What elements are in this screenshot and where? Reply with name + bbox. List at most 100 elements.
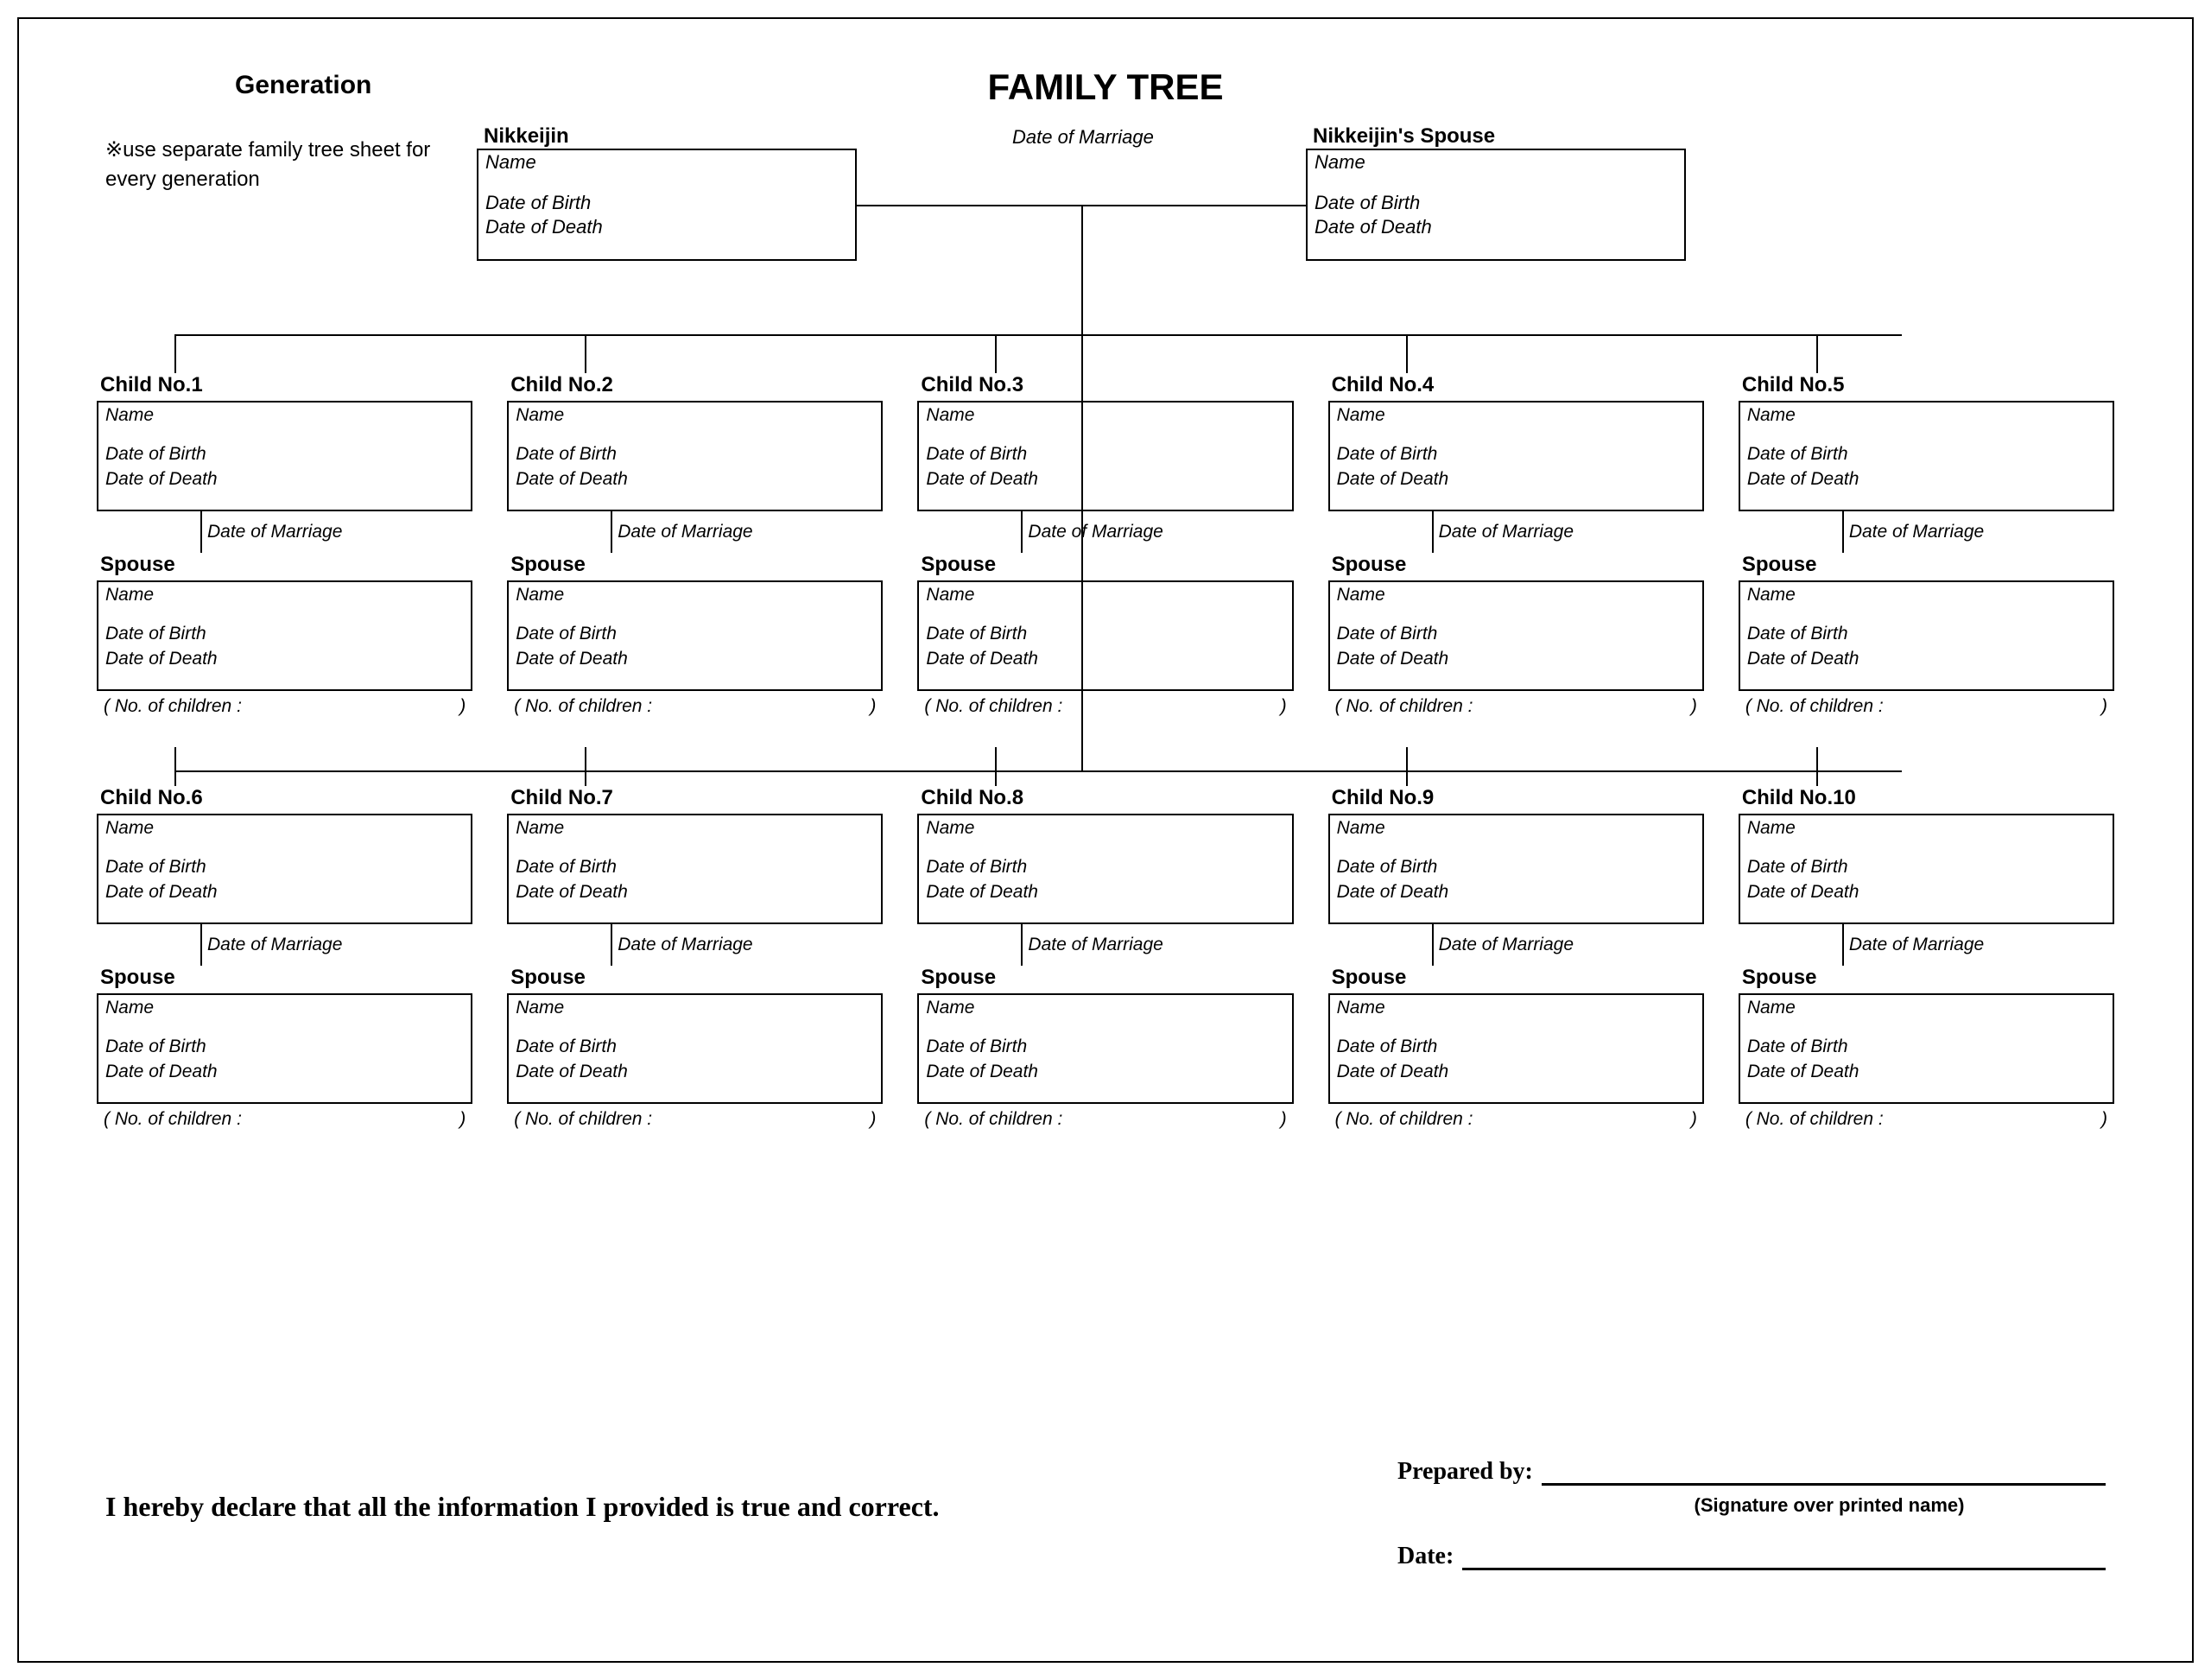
declaration-text: I hereby declare that all the informatio… bbox=[105, 1491, 940, 1523]
dod-field: Date of Death bbox=[1740, 466, 2113, 491]
name-field: Name bbox=[509, 995, 881, 1020]
dob-field: Date of Birth bbox=[509, 621, 881, 646]
no-of-children: ( No. of children :) bbox=[507, 1109, 883, 1130]
dob-field: Date of Birth bbox=[919, 1034, 1291, 1059]
marriage-connector bbox=[1842, 924, 1844, 966]
dob-field: Date of Birth bbox=[1330, 621, 1702, 646]
marriage-connector-row: Date of Marriage bbox=[1739, 924, 2114, 966]
child-title: Child No.5 bbox=[1742, 373, 2114, 397]
spouse-title: Spouse bbox=[100, 553, 472, 577]
spouse-title: Spouse bbox=[510, 553, 883, 577]
dod-field: Date of Death bbox=[478, 215, 855, 240]
page-title: FAMILY TREE bbox=[987, 67, 1223, 108]
bus-line-row2 bbox=[174, 770, 1902, 772]
no-of-children: ( No. of children :) bbox=[1739, 1109, 2114, 1130]
name-field: Name bbox=[1330, 403, 1702, 428]
no-of-children: ( No. of children :) bbox=[917, 1109, 1293, 1130]
spouse-box: Name Date of BirthDate of Death bbox=[507, 580, 883, 691]
dod-field: Date of Death bbox=[1330, 466, 1702, 491]
name-field: Name bbox=[1308, 150, 1684, 175]
child-drop-connector bbox=[1406, 334, 1408, 373]
parents-row: Nikkeijin Name Date of Birth Date of Dea… bbox=[477, 123, 2114, 269]
child-unit: Child No.1 NameDate of BirthDate of Death… bbox=[97, 373, 472, 717]
dob-field: Date of Birth bbox=[98, 621, 471, 646]
name-field: Name bbox=[509, 582, 881, 607]
marriage-connector bbox=[1432, 511, 1434, 553]
child-unit: Child No.3NameDate of BirthDate of Death… bbox=[917, 373, 1293, 717]
marriage-label: Date of Marriage bbox=[207, 522, 342, 542]
marriage-label: Date of Marriage bbox=[1028, 522, 1163, 542]
marriage-label: Date of Marriage bbox=[1028, 935, 1163, 955]
dob-field: Date of Birth bbox=[919, 854, 1291, 879]
dob-field: Date of Birth bbox=[478, 191, 855, 216]
parent2-title: Nikkeijin's Spouse bbox=[1313, 124, 1495, 149]
child-drop-connector bbox=[174, 334, 176, 373]
marriage-connector bbox=[1021, 924, 1023, 966]
marriage-connector bbox=[200, 924, 202, 966]
child-title: Child No.4 bbox=[1332, 373, 1704, 397]
child-unit: Child No.10NameDate of BirthDate of Deat… bbox=[1739, 786, 2114, 1130]
dob-field: Date of Birth bbox=[509, 854, 881, 879]
name-field: Name bbox=[98, 995, 471, 1020]
parent-connector-v bbox=[1081, 205, 1083, 334]
family-tree-form: FAMILY TREE Generation ※use separate fam… bbox=[17, 17, 2194, 1663]
child-box: NameDate of BirthDate of Death bbox=[917, 814, 1293, 924]
child-box: NameDate of BirthDate of Death bbox=[1739, 814, 2114, 924]
dod-field: Date of Death bbox=[1330, 646, 1702, 671]
spouse-title: Spouse bbox=[1332, 553, 1704, 577]
name-field: Name bbox=[919, 995, 1291, 1020]
child-drop-connector bbox=[585, 747, 586, 786]
child-box: NameDate of BirthDate of Death bbox=[97, 401, 472, 511]
signature-line[interactable] bbox=[1542, 1461, 2106, 1486]
dod-field: Date of Death bbox=[509, 646, 881, 671]
marriage-connector-row: Date of Marriage bbox=[1328, 924, 1704, 966]
spouse-box: NameDate of BirthDate of Death bbox=[1328, 580, 1704, 691]
no-of-children: ( No. of children :) bbox=[507, 696, 883, 717]
dod-field: Date of Death bbox=[1330, 1059, 1702, 1084]
dod-field: Date of Death bbox=[98, 879, 471, 904]
dod-field: Date of Death bbox=[509, 466, 881, 491]
dod-field: Date of Death bbox=[919, 879, 1291, 904]
marriage-connector bbox=[611, 924, 612, 966]
spouse-box: Name Date of BirthDate of Death bbox=[917, 993, 1293, 1104]
marriage-connector-row: Date of Marriage bbox=[97, 924, 472, 966]
dod-field: Date of Death bbox=[509, 1059, 881, 1084]
child-title: Child No.1 bbox=[100, 373, 472, 397]
spouse-box: NameDate of BirthDate of Death bbox=[97, 580, 472, 691]
spouse-title: Spouse bbox=[921, 966, 1293, 990]
dob-field: Date of Birth bbox=[509, 441, 881, 466]
name-field: Name bbox=[478, 150, 855, 175]
child-unit: Child No.7NameDate of BirthDate of Death… bbox=[507, 786, 883, 1130]
parents-marriage-label: Date of Marriage bbox=[1012, 126, 1154, 149]
dod-field: Date of Death bbox=[1330, 879, 1702, 904]
child-drop-connector bbox=[174, 747, 176, 786]
dod-field: Date of Death bbox=[1740, 646, 2113, 671]
marriage-label: Date of Marriage bbox=[618, 522, 752, 542]
date-label: Date: bbox=[1397, 1543, 1462, 1570]
child-unit: Child No.8NameDate of BirthDate of Death… bbox=[917, 786, 1293, 1130]
dod-field: Date of Death bbox=[1308, 215, 1684, 240]
name-field: Name bbox=[919, 403, 1291, 428]
date-line[interactable] bbox=[1462, 1546, 2106, 1570]
child-drop-connector bbox=[1816, 747, 1818, 786]
name-field: Name bbox=[1740, 995, 2113, 1020]
name-field: Name bbox=[1740, 582, 2113, 607]
marriage-label: Date of Marriage bbox=[1849, 935, 1984, 955]
spouse-box: NameDate of BirthDate of Death bbox=[1739, 993, 2114, 1104]
child-box: NameDate of BirthDate of Death bbox=[97, 814, 472, 924]
no-of-children: ( No. of children :) bbox=[1328, 1109, 1704, 1130]
dod-field: Date of Death bbox=[919, 1059, 1291, 1084]
no-of-children: ( No. of children :) bbox=[97, 1109, 472, 1130]
name-field: Name bbox=[1740, 815, 2113, 840]
child-unit: Child No.5NameDate of BirthDate of Death… bbox=[1739, 373, 2114, 717]
dod-field: Date of Death bbox=[919, 466, 1291, 491]
child-unit: Child No.4NameDate of BirthDate of Death… bbox=[1328, 373, 1704, 717]
spouse-box: NameDate of BirthDate of Death bbox=[917, 580, 1293, 691]
name-field: Name bbox=[509, 403, 881, 428]
dod-field: Date of Death bbox=[98, 646, 471, 671]
marriage-connector-row: Date of Marriage bbox=[917, 511, 1293, 553]
child-title: Child No.6 bbox=[100, 786, 472, 810]
spouse-title: Spouse bbox=[100, 966, 472, 990]
spouse-title: Spouse bbox=[1742, 553, 2114, 577]
usage-note: ※use separate family tree sheet for ever… bbox=[105, 136, 459, 193]
